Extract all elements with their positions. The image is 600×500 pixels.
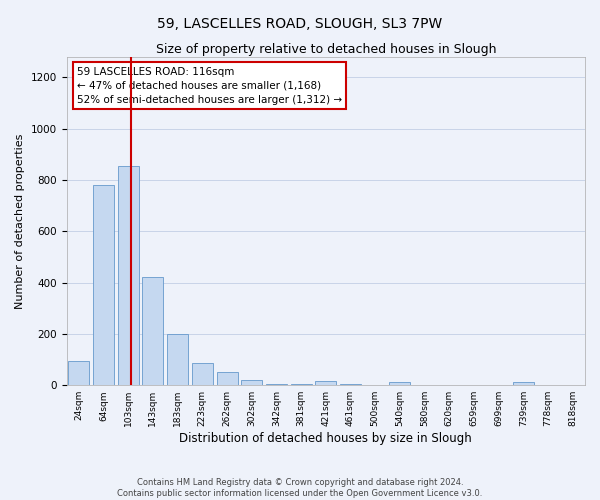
Bar [266,384,287,385]
Bar [118,166,139,385]
Bar [315,382,336,385]
Bar [217,372,238,385]
X-axis label: Distribution of detached houses by size in Slough: Distribution of detached houses by size … [179,432,472,445]
Y-axis label: Number of detached properties: Number of detached properties [15,133,25,308]
Bar [68,361,89,385]
Text: 59 LASCELLES ROAD: 116sqm
← 47% of detached houses are smaller (1,168)
52% of se: 59 LASCELLES ROAD: 116sqm ← 47% of detac… [77,66,342,104]
Bar [167,334,188,385]
Text: 59, LASCELLES ROAD, SLOUGH, SL3 7PW: 59, LASCELLES ROAD, SLOUGH, SL3 7PW [157,18,443,32]
Bar [290,384,311,385]
Title: Size of property relative to detached houses in Slough: Size of property relative to detached ho… [155,42,496,56]
Bar [142,278,163,385]
Bar [513,382,534,385]
Bar [389,382,410,385]
Bar [93,185,114,385]
Bar [192,362,213,385]
Bar [241,380,262,385]
Text: Contains HM Land Registry data © Crown copyright and database right 2024.
Contai: Contains HM Land Registry data © Crown c… [118,478,482,498]
Bar [340,384,361,385]
